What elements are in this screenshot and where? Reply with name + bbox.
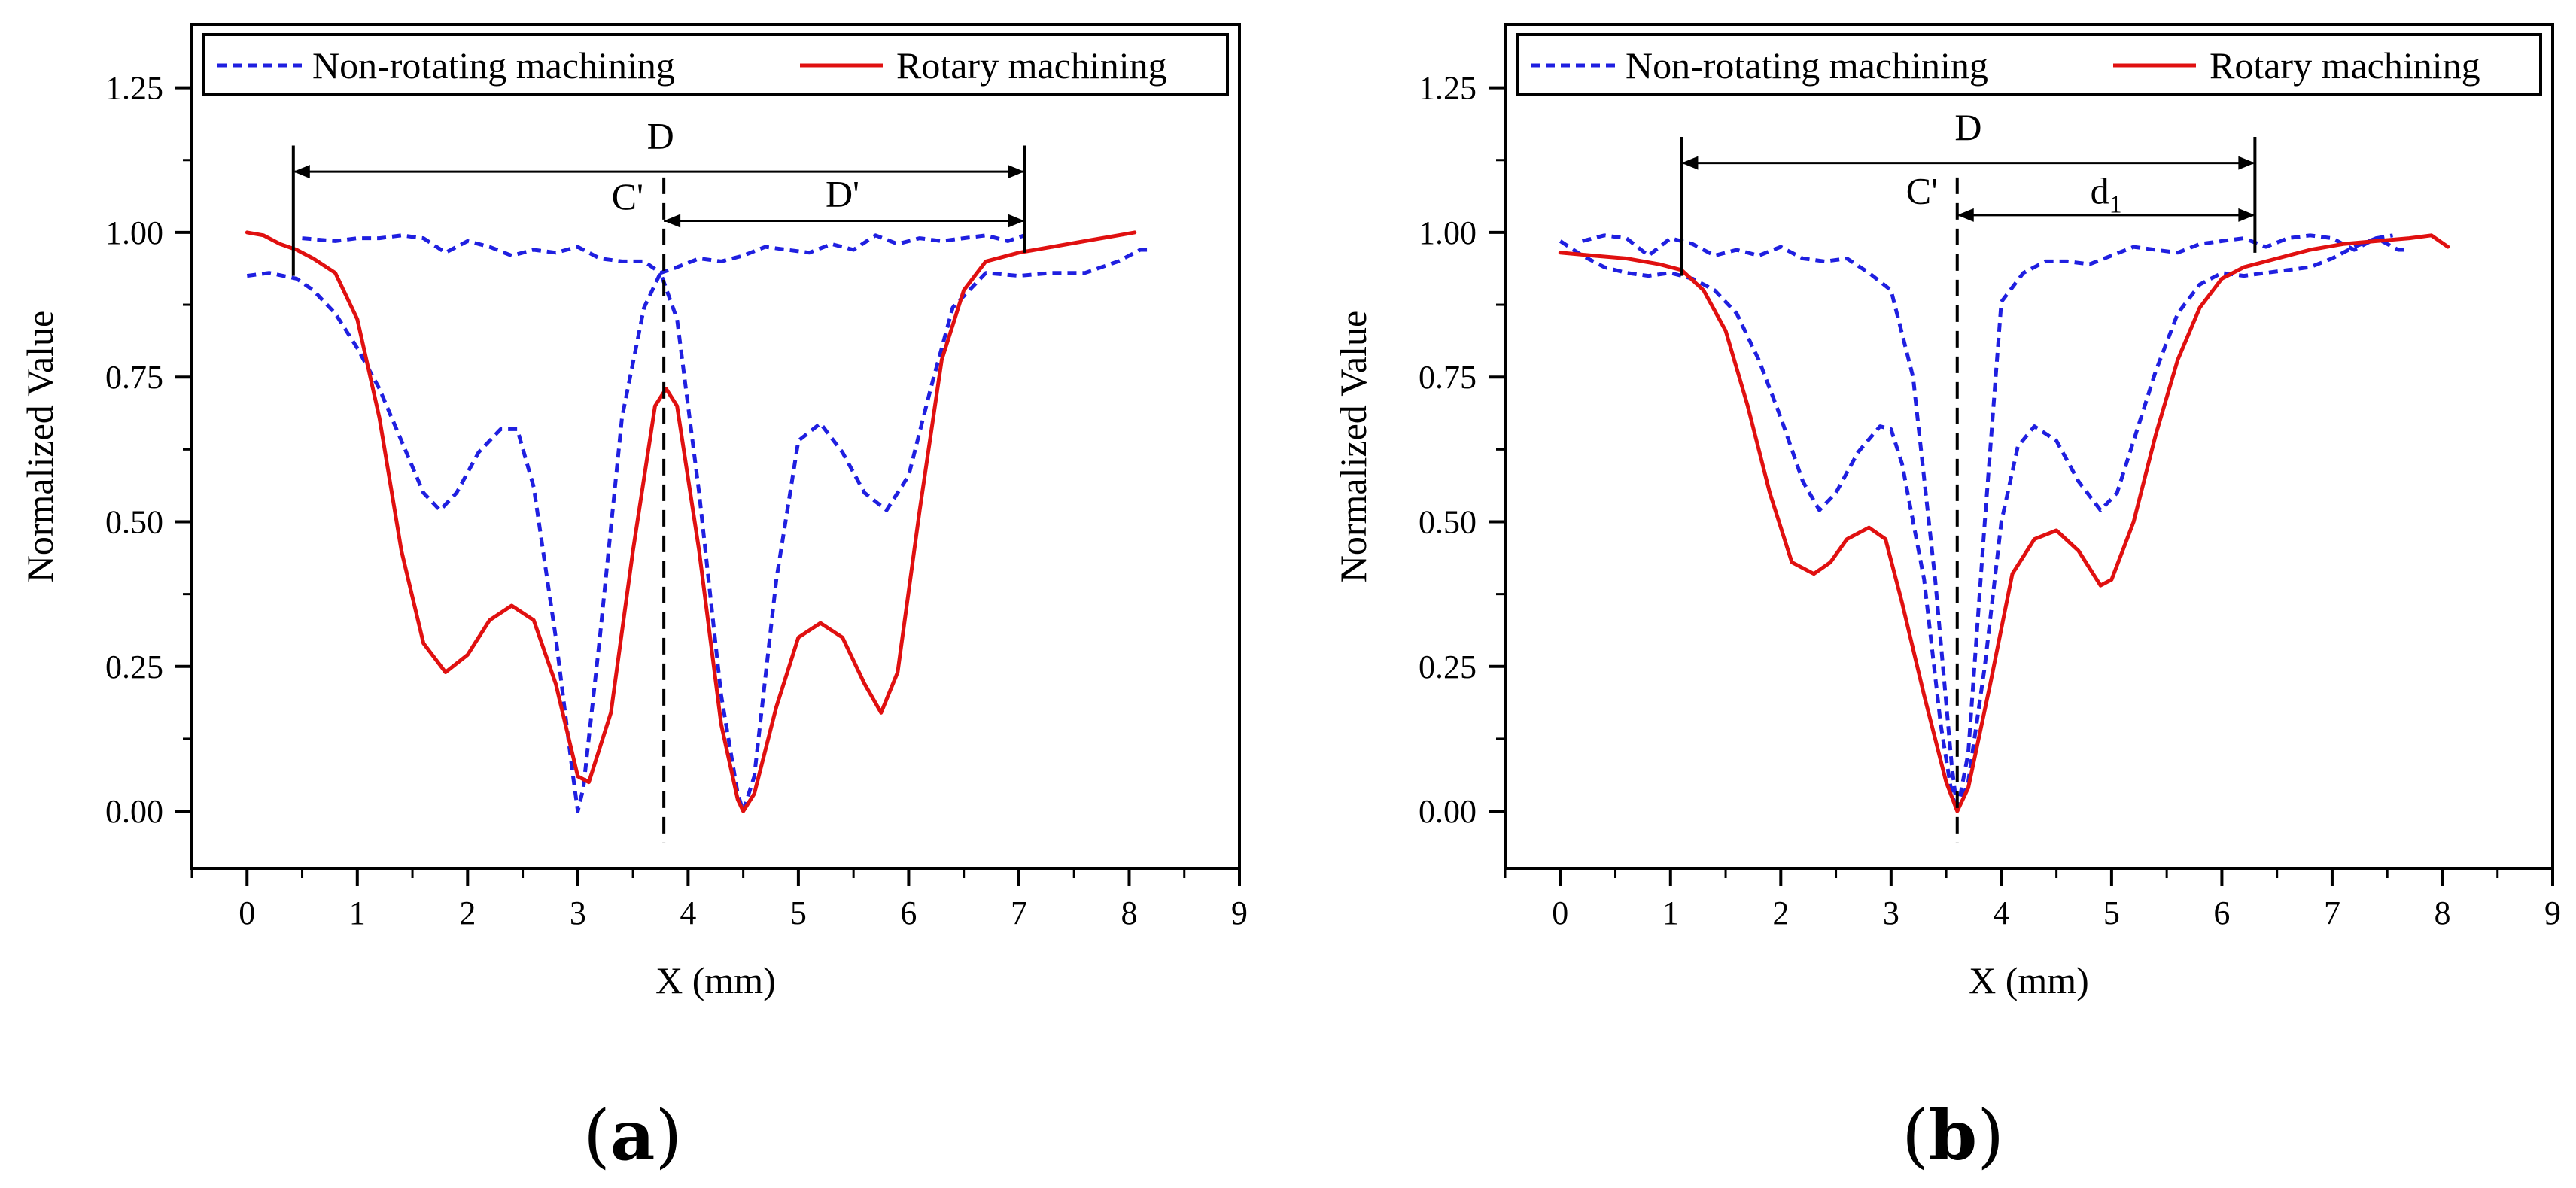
annotation-text: D [1954,106,1981,148]
x-tick-label: 8 [1121,895,1137,931]
x-tick-label: 1 [349,895,366,931]
x-tick-label: 7 [2324,895,2340,931]
x-axis-label: X (mm) [655,959,776,1001]
legend: Non-rotating machining Rotary machining [202,33,1229,96]
x-tick-label: 4 [680,895,696,931]
x-tick-label: 6 [2213,895,2230,931]
legend-label-rotary: Rotary machining [896,44,1167,87]
x-tick-label: 5 [790,895,807,931]
y-tick-label: 0.50 [105,503,163,540]
annotation-label: D [647,114,674,156]
non-rotating-series-line-2 [1955,236,2404,812]
panel-label-b: (b) [1902,1095,2005,1176]
x-tick-label: 0 [239,895,255,931]
x-tick-label: 6 [900,895,917,931]
arrow-left-head [1681,156,1699,170]
annotation-label: D' [826,172,859,214]
x-tick-label: 1 [1662,895,1679,931]
x-tick-label: 0 [1552,895,1568,931]
x-tick-label: 2 [1772,895,1789,931]
arrow-right-head [1008,165,1025,179]
y-tick-label: 0.25 [105,649,163,685]
annotation-text: D' [826,172,859,214]
annotation-label: C' [1906,169,1938,211]
annotation-text: D [647,114,674,156]
y-axis-label: Normalized Value [19,311,61,582]
y-tick-label: 0.00 [1419,793,1477,830]
y-tick-label: 1.00 [105,214,163,251]
legend-box [202,33,1229,96]
arrow-right-head [1008,214,1025,228]
annotation-text: d [2091,169,2109,211]
x-tick-label: 9 [2544,895,2561,931]
annotation-text: C' [612,175,643,217]
y-tick-label: 0.75 [105,359,163,396]
x-tick-label: 8 [2434,895,2450,931]
arrow-left-head [293,165,310,179]
non-rotating-series-line-3 [1955,233,2393,812]
x-tick-label: 4 [1993,895,2009,931]
legend: Non-rotating machining Rotary machining [1516,33,2542,96]
plot-frame [1504,23,2554,870]
non-rotating-series-line-1 [302,233,1026,275]
y-tick-label: 0.25 [1419,649,1477,685]
annotation-label: D [1954,106,1981,148]
y-tick-label: 0.75 [1419,359,1477,396]
non-rotating-series-line-1 [1581,233,1960,812]
legend-label-rotary: Rotary machining [2210,44,2480,87]
arrow-right-head [2238,156,2255,170]
non-rotating-series-line-0 [1559,239,1960,812]
x-tick-label: 5 [2103,895,2120,931]
x-tick-label: 3 [570,895,586,931]
x-tick-label: 7 [1011,895,1027,931]
legend-box [1516,33,2542,96]
y-axis-label: Normalized Value [1332,311,1374,582]
y-tick-label: 0.50 [1419,503,1477,540]
plot-frame [190,23,1241,870]
x-tick-label: 9 [1231,895,1248,931]
y-tick-label: 0.00 [105,793,163,830]
annotation-text: C' [1906,169,1938,211]
rotary-series-line-2 [245,230,1137,813]
arrow-left-head [1957,208,1974,222]
legend-label-non-rotating: Non-rotating machining [312,44,675,87]
annotation-label: d1 [2091,169,2122,218]
panel-label-a: (a) [583,1095,683,1176]
y-tick-label: 1.25 [105,70,163,107]
legend-label-non-rotating: Non-rotating machining [1626,44,1988,87]
arrow-right-head [2238,208,2255,222]
chart-panel-a: 0 1 2 3 4 5 6 7 8 9 0.00 0.25 0.50 0.75 1.00 1.25 X (mm)… [19,23,1248,1001]
non-rotating-series-line-0 [246,248,1151,813]
chart-panel-b: 0 1 2 3 4 5 6 7 8 9 0.00 0.25 0.50 0.75 1.00 1.25 X (mm)… [1332,23,2561,1001]
x-tick-label: 2 [459,895,476,931]
y-tick-label: 1.25 [1419,70,1477,107]
y-tick-label: 1.00 [1419,214,1477,251]
annotation-label: C' [612,175,643,217]
x-tick-label: 3 [1883,895,1899,931]
arrow-left-head [664,214,681,228]
annotation-subscript: 1 [2109,190,2122,218]
x-axis-label: X (mm) [1969,959,2089,1001]
rotary-series-line-4 [1558,233,2450,813]
